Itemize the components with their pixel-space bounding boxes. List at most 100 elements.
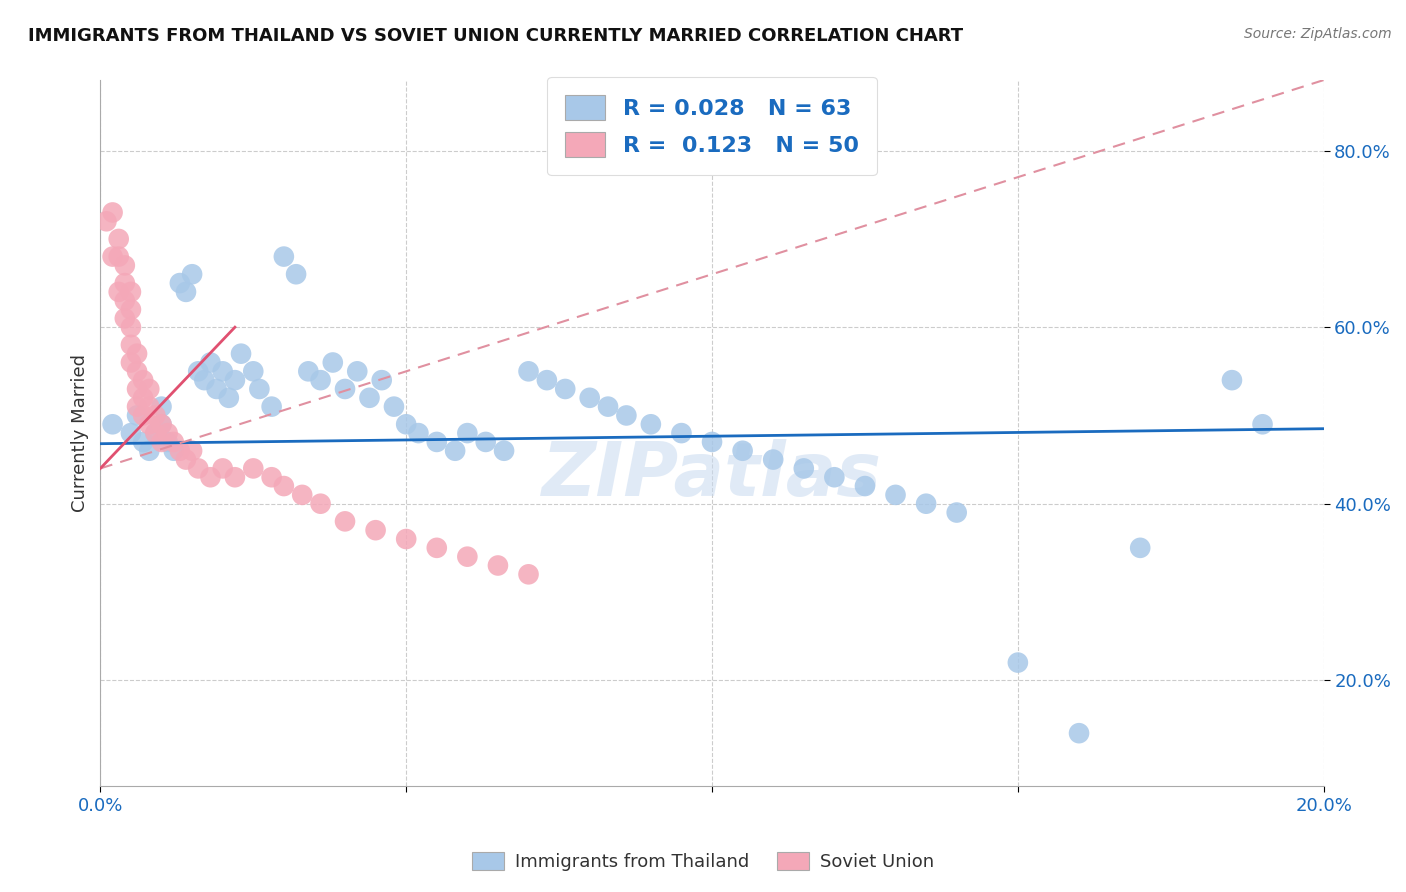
Point: [823, 470, 845, 484]
Point: [114, 311, 136, 326]
Point: [444, 443, 467, 458]
Point: [114, 276, 136, 290]
Point: [107, 285, 129, 299]
Point: [1129, 541, 1152, 555]
Point: [260, 400, 283, 414]
Point: [1007, 656, 1029, 670]
Point: [456, 426, 478, 441]
Point: [333, 382, 356, 396]
Y-axis label: Currently Married: Currently Married: [72, 354, 89, 512]
Point: [426, 541, 449, 555]
Point: [370, 373, 392, 387]
Point: [125, 364, 148, 378]
Point: [395, 417, 418, 432]
Point: [426, 434, 449, 449]
Point: [169, 276, 191, 290]
Point: [395, 532, 418, 546]
Point: [242, 364, 264, 378]
Point: [884, 488, 907, 502]
Point: [174, 452, 197, 467]
Point: [120, 338, 142, 352]
Point: [138, 417, 160, 432]
Point: [120, 285, 142, 299]
Point: [193, 373, 215, 387]
Point: [174, 285, 197, 299]
Point: [640, 417, 662, 432]
Point: [187, 364, 209, 378]
Point: [309, 373, 332, 387]
Point: [150, 400, 173, 414]
Point: [554, 382, 576, 396]
Point: [120, 355, 142, 369]
Point: [125, 409, 148, 423]
Point: [120, 426, 142, 441]
Point: [132, 391, 155, 405]
Point: [494, 443, 516, 458]
Point: [150, 417, 173, 432]
Point: [285, 267, 308, 281]
Point: [731, 443, 754, 458]
Point: [211, 461, 233, 475]
Point: [132, 434, 155, 449]
Point: [163, 434, 186, 449]
Point: [145, 409, 167, 423]
Point: [150, 417, 173, 432]
Point: [125, 382, 148, 396]
Legend: R = 0.028   N = 63, R =  0.123   N = 50: R = 0.028 N = 63, R = 0.123 N = 50: [547, 77, 877, 175]
Point: [125, 400, 148, 414]
Point: [114, 293, 136, 308]
Point: [247, 382, 270, 396]
Point: [163, 443, 186, 458]
Point: [408, 426, 430, 441]
Point: [291, 488, 314, 502]
Point: [1251, 417, 1274, 432]
Point: [107, 250, 129, 264]
Point: [120, 320, 142, 334]
Point: [138, 382, 160, 396]
Point: [138, 400, 160, 414]
Point: [616, 409, 638, 423]
Point: [700, 434, 723, 449]
Point: [101, 417, 124, 432]
Text: ZIPatlas: ZIPatlas: [543, 439, 882, 512]
Point: [915, 497, 938, 511]
Point: [578, 391, 600, 405]
Point: [517, 567, 540, 582]
Point: [273, 250, 295, 264]
Point: [181, 267, 204, 281]
Point: [596, 400, 619, 414]
Point: [474, 434, 496, 449]
Point: [242, 461, 264, 475]
Point: [229, 346, 252, 360]
Point: [762, 452, 785, 467]
Text: Source: ZipAtlas.com: Source: ZipAtlas.com: [1244, 27, 1392, 41]
Point: [297, 364, 319, 378]
Point: [333, 514, 356, 528]
Point: [382, 400, 405, 414]
Point: [138, 443, 160, 458]
Point: [205, 382, 228, 396]
Point: [224, 373, 246, 387]
Point: [132, 373, 155, 387]
Point: [260, 470, 283, 484]
Point: [1220, 373, 1243, 387]
Point: [101, 250, 124, 264]
Point: [211, 364, 233, 378]
Point: [322, 355, 344, 369]
Point: [181, 443, 204, 458]
Point: [150, 434, 173, 449]
Point: [145, 426, 167, 441]
Point: [156, 426, 179, 441]
Point: [200, 470, 222, 484]
Point: [853, 479, 876, 493]
Point: [156, 434, 179, 449]
Point: [346, 364, 368, 378]
Point: [536, 373, 558, 387]
Point: [793, 461, 815, 475]
Point: [517, 364, 540, 378]
Point: [120, 302, 142, 317]
Point: [125, 346, 148, 360]
Point: [273, 479, 295, 493]
Text: IMMIGRANTS FROM THAILAND VS SOVIET UNION CURRENTLY MARRIED CORRELATION CHART: IMMIGRANTS FROM THAILAND VS SOVIET UNION…: [28, 27, 963, 45]
Point: [169, 443, 191, 458]
